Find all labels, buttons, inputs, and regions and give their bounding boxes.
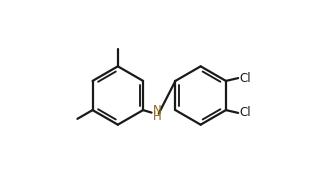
Text: Cl: Cl [239,72,250,85]
Text: N: N [153,104,161,117]
Text: Cl: Cl [239,106,250,119]
Text: H: H [153,110,161,123]
